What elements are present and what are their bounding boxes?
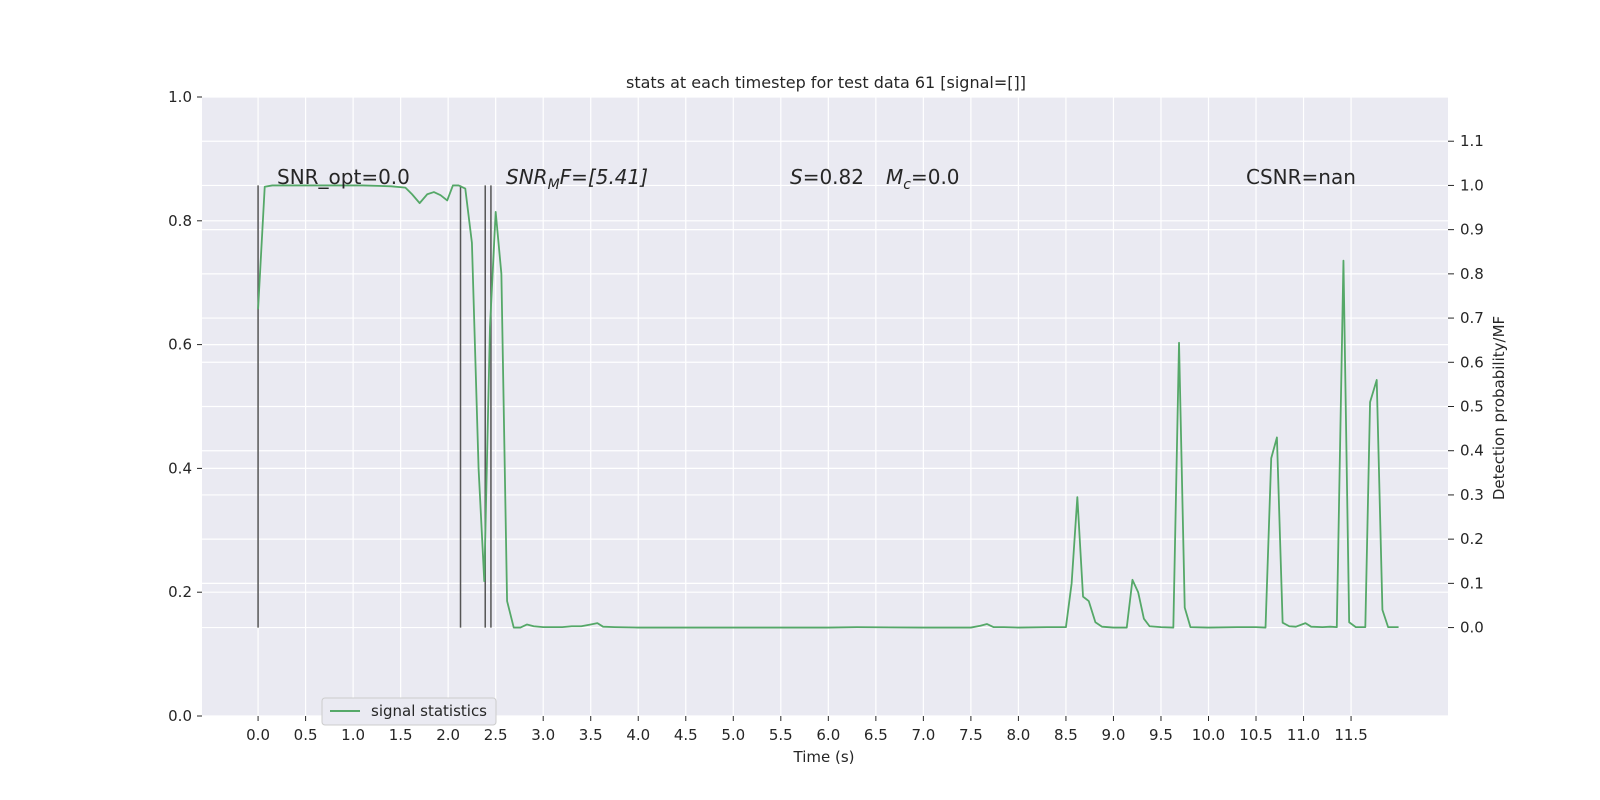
legend-label: signal statistics xyxy=(371,702,487,720)
legend: signal statistics xyxy=(321,697,497,726)
y-tick-label-right: 0.4 xyxy=(1460,442,1484,460)
annotation-s-var: S xyxy=(790,165,803,189)
y-tick-label-right: 0.7 xyxy=(1460,309,1484,327)
x-tick-label: 7.0 xyxy=(911,726,935,744)
y-tick-label-right: 0.1 xyxy=(1460,574,1484,592)
y-tick-label-left: 0.0 xyxy=(168,707,192,725)
x-axis-label: Time (s) xyxy=(793,748,855,766)
chart-title: stats at each timestep for test data 61 … xyxy=(626,73,1026,92)
x-tick-label: 1.5 xyxy=(389,726,413,744)
x-tick-label: 11.5 xyxy=(1334,726,1367,744)
y-tick-label-right: 0.5 xyxy=(1460,398,1484,416)
x-tick-label: 9.0 xyxy=(1102,726,1126,744)
grid xyxy=(202,96,1448,717)
x-tick-label: 0.5 xyxy=(294,726,318,744)
x-tick-label: 1.0 xyxy=(341,726,365,744)
y-tick-label-left: 0.6 xyxy=(168,336,192,354)
y-tick-label-right: 0.2 xyxy=(1460,530,1484,548)
ticks: 0.0 0.5 1.0 1.5 2.0 2.5 3.0 3.5 4.0 4.5 5.0 5.5 6.0 6… xyxy=(168,88,1484,744)
y-tick-label-right: 0.9 xyxy=(1460,221,1484,239)
legend-box xyxy=(321,697,497,726)
annotation-snr-mf-main: SNR xyxy=(506,165,548,189)
y-tick-label-right: 0.8 xyxy=(1460,265,1484,283)
annotation-mc-val: =0.0 xyxy=(911,165,960,189)
x-tick-label: 10.5 xyxy=(1239,726,1272,744)
annotation-snr-mf-rest: F=[5.41] xyxy=(560,165,648,189)
x-tick-label: 2.0 xyxy=(436,726,460,744)
series-line-signal-statistics xyxy=(257,184,1399,629)
annotation-snr-mf-sub: M xyxy=(548,177,560,193)
x-tick-label: 10.0 xyxy=(1192,726,1225,744)
y-tick-label-right: 1.0 xyxy=(1460,176,1484,194)
x-tick-label: 4.0 xyxy=(626,726,650,744)
series-group xyxy=(257,184,1399,629)
x-tick-label: 3.5 xyxy=(579,726,603,744)
x-tick-label: 3.0 xyxy=(531,726,555,744)
x-tick-label: 8.5 xyxy=(1054,726,1078,744)
x-tick-label: 9.5 xyxy=(1149,726,1173,744)
y-tick-label-right: 0.0 xyxy=(1460,619,1484,637)
x-tick-label: 5.5 xyxy=(769,726,793,744)
annotation-csnr: CSNR=nan xyxy=(1246,165,1356,189)
annotation-mc-sub: c xyxy=(903,177,911,193)
x-tick-label: 8.0 xyxy=(1006,726,1030,744)
x-tick-label: 6.0 xyxy=(816,726,840,744)
y-tick-label-left: 1.0 xyxy=(168,88,192,106)
annotation-s: S=0.82 xyxy=(790,165,864,189)
y-tick-label-right: 0.3 xyxy=(1460,486,1484,504)
x-tick-label: 6.5 xyxy=(864,726,888,744)
x-tick-label: 2.5 xyxy=(484,726,508,744)
x-tick-label: 0.0 xyxy=(246,726,270,744)
annotation-mc-var: M xyxy=(886,165,903,189)
y-tick-label-left: 0.8 xyxy=(168,212,192,230)
y-tick-label-left: 0.4 xyxy=(168,459,192,477)
right-axis-label: Detection probability/MF xyxy=(1490,316,1508,500)
y-tick-label-right: 1.1 xyxy=(1460,132,1484,150)
annotation-snr-mf: SNRMF=[5.41] xyxy=(506,165,648,193)
y-tick-label-left: 0.2 xyxy=(168,583,192,601)
x-tick-label: 4.5 xyxy=(674,726,698,744)
x-tick-label: 11.0 xyxy=(1287,726,1320,744)
annotation-s-val: =0.82 xyxy=(803,165,864,189)
x-tick-label: 5.0 xyxy=(721,726,745,744)
annotation-mc: Mc=0.0 xyxy=(886,165,960,193)
annotation-snr-opt: SNR_opt=0.0 xyxy=(277,165,410,189)
y-tick-label-right: 0.6 xyxy=(1460,353,1484,371)
x-tick-label: 7.5 xyxy=(959,726,983,744)
